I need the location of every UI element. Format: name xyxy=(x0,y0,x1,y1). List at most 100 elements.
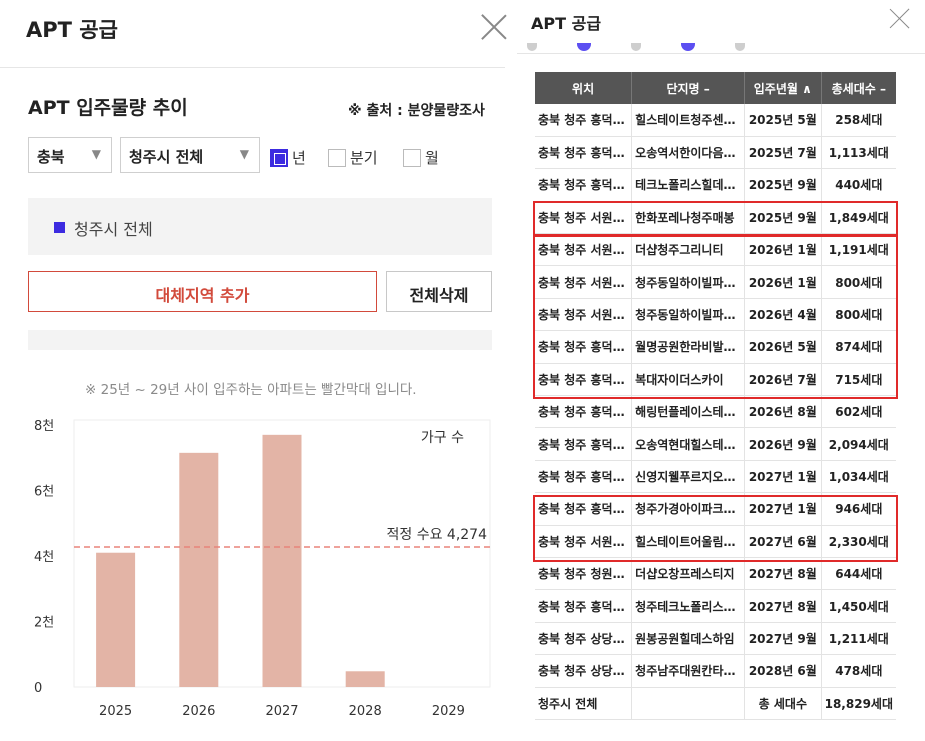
add-region-button[interactable]: 대체지역 추가 xyxy=(28,271,377,312)
cell-total-units: 18,829세대 xyxy=(821,687,896,720)
cell-total-units: 440세대 xyxy=(821,168,896,202)
city-select[interactable]: 청주시 전체 ▼ xyxy=(120,137,260,173)
region-select[interactable]: 충북 ▼ xyxy=(28,137,112,173)
x-tick-label: 2025 xyxy=(99,704,132,719)
cell-location: 충북 청주 서원… xyxy=(535,233,633,267)
close-icon[interactable] xyxy=(479,6,509,46)
cell-total-units: 1,034세대 xyxy=(821,460,896,494)
cell-location: 충북 청주 흥덕… xyxy=(535,492,633,526)
table-row[interactable]: 충북 청주 서원… 청주동일하이빌파… 2026년 1월 800세대 xyxy=(535,265,896,299)
cell-complex-name: 복대자이더스카이 xyxy=(631,363,746,397)
supply-bar-chart: 0 2천 4천 6천 8천 2025 2026 2027 2028 2029 적정 수요 4,274… xyxy=(34,419,491,719)
cell-complex-name: 더샵오창프레스티지 xyxy=(631,557,746,591)
table-row[interactable]: 충북 청주 흥덕… 신영지웰푸르지오… 2027년 1월 1,034세대 xyxy=(535,460,896,494)
cell-complex-name: 원봉공원힐데스하임 xyxy=(631,622,746,656)
cell-total-units: 1,113세대 xyxy=(821,136,896,170)
cell-move-in-date: 2026년 9월 xyxy=(744,427,822,461)
apt-list-panel: APT 공급 위치 단지명 – 입주년월 ∧ 총세대수 – 충북 청주 흥덕… 힐… xyxy=(517,0,925,741)
cell-move-in-date: 총 세대수 xyxy=(744,687,822,720)
table-row[interactable]: 충북 청주 상당… 원봉공원힐데스하임 2027년 9월 1,211세대 xyxy=(535,622,896,656)
cell-complex-name: 청주테크노폴리스… xyxy=(631,589,746,623)
cell-location: 충북 청주 흥덕… xyxy=(535,460,633,494)
cell-location: 충북 청주 흥덕… xyxy=(535,427,633,461)
cell-move-in-date: 2025년 7월 xyxy=(744,136,822,170)
cell-complex-name: 청주동일하이빌파… xyxy=(631,265,746,299)
period-quarter-checkbox[interactable]: 분기 xyxy=(328,147,378,168)
table-row[interactable]: 충북 청주 청원… 더샵오창프레스티지 2027년 8월 644세대 xyxy=(535,557,896,591)
cell-move-in-date: 2026년 1월 xyxy=(744,233,822,267)
y-tick-label: 6천 xyxy=(34,485,54,500)
cell-total-units: 1,849세대 xyxy=(821,201,896,235)
cell-move-in-date: 2027년 9월 xyxy=(744,622,822,656)
table-row[interactable]: 충북 청주 흥덕… 오송역서한이다음… 2025년 7월 1,113세대 xyxy=(535,136,896,170)
cell-move-in-date: 2025년 9월 xyxy=(744,168,822,202)
cell-total-units: 715세대 xyxy=(821,363,896,397)
cell-complex-name: 청주가경아이파크… xyxy=(631,492,746,526)
chart-bar xyxy=(262,434,302,687)
table-header-row: 위치 단지명 – 입주년월 ∧ 총세대수 – xyxy=(535,72,896,104)
col-location[interactable]: 위치 xyxy=(535,72,633,104)
table-row[interactable]: 충북 청주 흥덕… 해링턴플레이스테… 2026년 8월 602세대 xyxy=(535,395,896,429)
period-year-checkbox[interactable]: 년 xyxy=(270,147,306,168)
col-complex-name[interactable]: 단지명 – xyxy=(631,72,746,104)
close-icon[interactable] xyxy=(887,3,913,33)
cell-total-units: 800세대 xyxy=(821,298,896,332)
cell-complex-name: 더샵청주그리니티 xyxy=(631,233,746,267)
city-select-value: 청주시 전체 xyxy=(129,148,204,166)
table-row[interactable]: 충북 청주 서원… 더샵청주그리니티 2026년 1월 1,191세대 xyxy=(535,233,896,267)
table-row[interactable]: 충북 청주 상당… 청주남주대원칸타… 2028년 6월 478세대 xyxy=(535,654,896,688)
cell-complex-name: 청주남주대원칸타… xyxy=(631,654,746,688)
period-month-label: 월 xyxy=(425,149,439,167)
cell-move-in-date: 2025년 5월 xyxy=(744,104,822,137)
cell-total-units: 644세대 xyxy=(821,557,896,591)
cell-total-units: 478세대 xyxy=(821,654,896,688)
delete-all-button[interactable]: 전체삭제 xyxy=(386,271,492,312)
cell-location: 충북 청주 흥덕… xyxy=(535,136,633,170)
checkbox-icon xyxy=(403,148,421,167)
cell-total-units: 1,450세대 xyxy=(821,589,896,623)
cell-complex-name: 힐스테이트청주센… xyxy=(631,104,746,137)
cell-total-units: 1,211세대 xyxy=(821,622,896,656)
cell-complex-name: 힐스테이트어울림… xyxy=(631,525,746,558)
cell-complex-name: 오송역서한이다음… xyxy=(631,136,746,170)
table-row[interactable]: 충북 청주 흥덕… 월명공원한라비발… 2026년 5월 874세대 xyxy=(535,330,896,364)
table-row[interactable]: 충북 청주 흥덕… 청주가경아이파크… 2027년 1월 946세대 xyxy=(535,492,896,526)
selected-region-label: 청주시 전체 xyxy=(74,220,153,239)
table-row[interactable]: 충북 청주 흥덕… 복대자이더스카이 2026년 7월 715세대 xyxy=(535,363,896,397)
cell-total-units: 946세대 xyxy=(821,492,896,526)
cell-complex-name: 청주동일하이빌파… xyxy=(631,298,746,332)
apt-supply-panel: APT 공급 APT 입주물량 추이 ※ 출처 : 분양물량조사 충북 ▼ 청주… xyxy=(0,0,505,741)
cell-location: 충북 청주 흥덕… xyxy=(535,168,633,202)
cell-location: 청주시 전체 xyxy=(535,687,633,720)
cell-complex-name: 신영지웰푸르지오… xyxy=(631,460,746,494)
table-row[interactable]: 충북 청주 서원… 힐스테이트어울림… 2027년 6월 2,330세대 xyxy=(535,525,896,558)
cell-complex-name: 테크노폴리스힐데… xyxy=(631,168,746,202)
cell-move-in-date: 2027년 8월 xyxy=(744,589,822,623)
cell-location: 충북 청주 흥덕… xyxy=(535,395,633,429)
cell-location: 충북 청주 흥덕… xyxy=(535,330,633,364)
chart-bar xyxy=(96,552,136,687)
cell-location: 충북 청주 청원… xyxy=(535,557,633,591)
chart-bar xyxy=(345,671,385,687)
chevron-down-icon: ▼ xyxy=(239,147,249,161)
table-row[interactable]: 충북 청주 서원… 청주동일하이빌파… 2026년 4월 800세대 xyxy=(535,298,896,332)
cell-location: 충북 청주 서원… xyxy=(535,201,633,235)
chevron-down-icon: ▼ xyxy=(91,147,101,161)
table-row[interactable]: 충북 청주 흥덕… 테크노폴리스힐데… 2025년 9월 440세대 xyxy=(535,168,896,202)
cell-location: 충북 청주 상당… xyxy=(535,654,633,688)
cell-complex-name: 한화포레나청주매봉 xyxy=(631,201,746,235)
x-tick-label: 2028 xyxy=(349,704,382,719)
col-total-units[interactable]: 총세대수 – xyxy=(821,72,896,104)
cell-move-in-date: 2025년 9월 xyxy=(744,201,822,235)
table-row[interactable]: 충북 청주 흥덕… 청주테크노폴리스… 2027년 8월 1,450세대 xyxy=(535,589,896,623)
table-row[interactable]: 충북 청주 흥덕… 오송역현대힐스테… 2026년 9월 2,094세대 xyxy=(535,427,896,461)
table-row[interactable]: 충북 청주 서원… 한화포레나청주매봉 2025년 9월 1,849세대 xyxy=(535,201,896,235)
reference-line-label: 적정 수요 4,274 xyxy=(387,527,488,543)
series-label: 가구 수 xyxy=(421,430,464,446)
panel-title: APT 공급 xyxy=(26,18,118,42)
table-row[interactable]: 충북 청주 흥덕… 힐스테이트청주센… 2025년 5월 258세대 xyxy=(535,104,896,137)
col-move-in-date[interactable]: 입주년월 ∧ xyxy=(744,72,822,104)
x-tick-label: 2026 xyxy=(182,704,215,719)
period-month-checkbox[interactable]: 월 xyxy=(403,147,439,168)
cell-move-in-date: 2026년 4월 xyxy=(744,298,822,332)
